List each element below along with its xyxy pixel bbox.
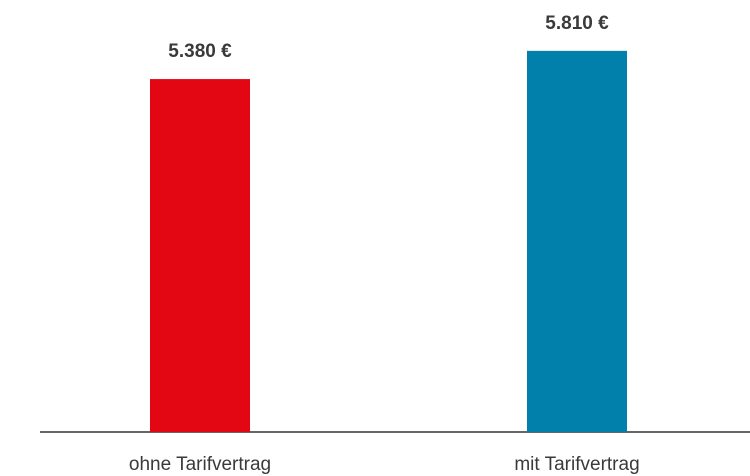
bar bbox=[527, 50, 627, 432]
x-tick-label: ohne Tarifvertrag bbox=[129, 454, 271, 475]
value-label: 5.380 € bbox=[168, 41, 232, 62]
bar bbox=[150, 79, 250, 433]
value-label: 5.810 € bbox=[545, 13, 609, 34]
x-tick-label: mit Tarifvertrag bbox=[514, 454, 639, 475]
